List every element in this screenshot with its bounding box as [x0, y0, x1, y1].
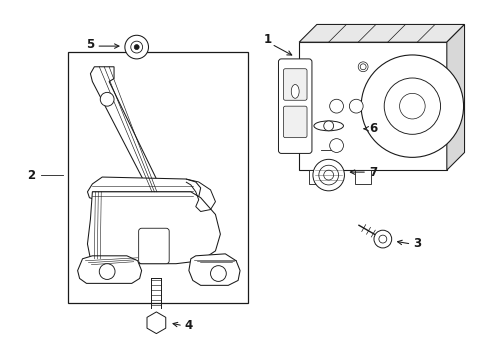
- Bar: [355, 170, 370, 184]
- Bar: [299, 42, 446, 170]
- Polygon shape: [78, 256, 142, 283]
- Polygon shape: [299, 24, 464, 42]
- Ellipse shape: [291, 85, 299, 98]
- Circle shape: [373, 230, 391, 248]
- Circle shape: [358, 62, 367, 72]
- Circle shape: [323, 121, 333, 131]
- Polygon shape: [147, 312, 165, 334]
- Text: 7: 7: [368, 166, 376, 179]
- Polygon shape: [188, 254, 240, 285]
- Polygon shape: [446, 24, 464, 170]
- Circle shape: [312, 159, 344, 191]
- Text: 4: 4: [184, 319, 193, 332]
- Text: 2: 2: [27, 168, 35, 181]
- Bar: [68, 52, 247, 303]
- Circle shape: [100, 93, 114, 106]
- Ellipse shape: [313, 121, 343, 131]
- Circle shape: [323, 170, 333, 180]
- Text: 6: 6: [368, 122, 376, 135]
- Circle shape: [329, 99, 343, 113]
- Circle shape: [399, 93, 424, 119]
- Circle shape: [384, 78, 440, 134]
- Circle shape: [361, 55, 463, 157]
- Polygon shape: [87, 192, 220, 264]
- FancyBboxPatch shape: [278, 59, 311, 153]
- FancyBboxPatch shape: [283, 106, 306, 138]
- Text: 5: 5: [86, 38, 94, 51]
- Circle shape: [318, 165, 338, 185]
- Text: 3: 3: [412, 238, 421, 251]
- Circle shape: [329, 139, 343, 152]
- Circle shape: [210, 266, 226, 282]
- Bar: [320, 126, 336, 150]
- FancyBboxPatch shape: [283, 69, 306, 100]
- Circle shape: [134, 45, 139, 50]
- Polygon shape: [90, 67, 159, 192]
- Circle shape: [124, 35, 148, 59]
- FancyBboxPatch shape: [139, 228, 169, 264]
- Circle shape: [99, 264, 115, 279]
- Circle shape: [378, 235, 386, 243]
- Circle shape: [130, 41, 142, 53]
- Polygon shape: [87, 177, 200, 202]
- Text: 1: 1: [263, 33, 271, 46]
- Circle shape: [348, 99, 363, 113]
- Circle shape: [360, 64, 366, 70]
- Bar: [308, 170, 324, 184]
